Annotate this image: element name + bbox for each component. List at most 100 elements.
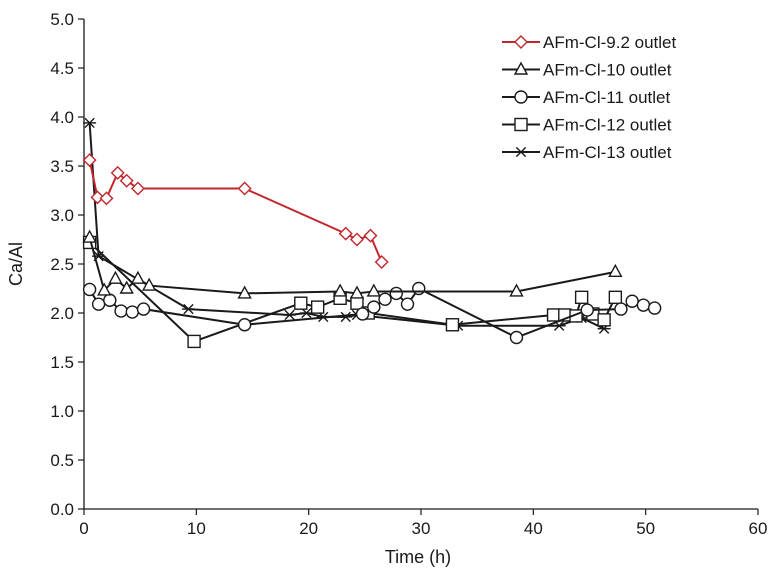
- data-point: [338, 226, 353, 241]
- legend-label: AFm-Cl-12 outlet: [543, 116, 672, 135]
- y-tick-label: 4.0: [50, 108, 74, 127]
- data-point: [119, 173, 134, 188]
- y-tick-label: 3.5: [50, 157, 74, 176]
- y-tick-label: 2.5: [50, 255, 74, 274]
- data-point: [237, 285, 252, 299]
- data-point: [332, 283, 348, 297]
- series-circle: [82, 281, 662, 345]
- data-point: [141, 277, 157, 291]
- data-point: [509, 283, 524, 297]
- data-point: [509, 330, 524, 345]
- series-line: [88, 237, 616, 295]
- data-point: [114, 304, 128, 318]
- y-tick-label: 3.0: [50, 206, 74, 225]
- x-axis-title: Time (h): [385, 547, 451, 567]
- data-point: [103, 293, 117, 307]
- legend-label: AFm-Cl-13 outlet: [543, 143, 672, 162]
- y-axis-title: Ca/Al: [6, 242, 26, 286]
- tick-labels: 0 10 20 30 40 50 60 0.0 0.5 1.0 1.5 2.0 2.5 3.0 3.5 4.0…: [50, 10, 767, 538]
- data-point: [82, 282, 97, 297]
- data-point: [310, 300, 325, 314]
- x-tick-label: 60: [749, 519, 768, 538]
- y-tick-label: 5.0: [50, 10, 74, 29]
- data-point: [349, 285, 365, 299]
- series-triangle: [82, 229, 623, 299]
- data-point: [366, 283, 381, 297]
- y-tick-label: 4.5: [50, 59, 74, 78]
- data-point: [363, 228, 378, 243]
- x-tick-label: 30: [412, 519, 431, 538]
- data-point: [283, 309, 297, 321]
- data-point: [445, 318, 460, 332]
- y-tick-label: 2.0: [50, 304, 74, 323]
- data-point: [378, 292, 392, 306]
- data-point: [614, 302, 628, 316]
- data-point: [349, 232, 364, 247]
- y-tick-label: 1.0: [50, 402, 74, 421]
- x-tick-label: 20: [299, 519, 318, 538]
- data-point: [108, 270, 123, 284]
- series-line: [88, 122, 605, 330]
- data-point: [125, 305, 140, 319]
- legend-label: AFm-Cl-10 outlet: [543, 61, 672, 80]
- legend-entry: AFm-Cl-11 outlet: [502, 88, 670, 107]
- data-point: [608, 290, 623, 305]
- legend-entry: AFm-Cl-10 outlet: [502, 61, 672, 80]
- x-tick-label: 50: [636, 519, 655, 538]
- data-point: [625, 294, 639, 308]
- legend-label: AFm-Cl-11 outlet: [543, 88, 670, 107]
- series-diamond: [82, 153, 389, 270]
- data-point: [136, 302, 151, 316]
- legend-entry: AFm-Cl-12 outlet: [502, 116, 672, 135]
- data-point: [83, 117, 97, 129]
- data-point: [181, 303, 195, 315]
- data-point: [82, 153, 97, 168]
- data-point: [294, 296, 308, 310]
- data-point: [647, 301, 662, 315]
- data-point: [237, 181, 252, 196]
- data-point: [90, 190, 105, 205]
- y-tick-label: 0.5: [50, 451, 74, 470]
- legend-marker: [514, 146, 528, 158]
- legend-marker: [513, 61, 529, 75]
- data-point: [412, 281, 426, 296]
- data-point: [389, 286, 403, 301]
- data-point: [237, 318, 252, 332]
- plot-area: [82, 117, 662, 349]
- data-point: [367, 300, 381, 314]
- data-point: [119, 280, 134, 294]
- data-point: [110, 165, 125, 180]
- legend-entry: AFm-Cl-13 outlet: [502, 143, 672, 162]
- data-point: [130, 181, 145, 196]
- legend-entry: AFm-Cl-9.2 outlet: [502, 33, 676, 52]
- data-point: [400, 297, 415, 311]
- data-point: [187, 334, 201, 349]
- legend-label: AFm-Cl-9.2 outlet: [543, 33, 676, 52]
- data-point: [374, 255, 389, 270]
- data-point: [608, 263, 623, 278]
- data-point: [580, 303, 594, 317]
- axis-ticks: [78, 18, 759, 515]
- data-point: [350, 296, 364, 310]
- data-point: [91, 297, 106, 311]
- legend: AFm-Cl-9.2 outlet AFm-Cl-10 outlet AFm-Cl-…: [502, 33, 676, 162]
- data-point: [97, 282, 112, 296]
- data-point: [636, 298, 651, 312]
- y-tick-label: 1.5: [50, 353, 74, 372]
- legend-marker: [514, 35, 528, 49]
- data-point: [99, 191, 114, 206]
- x-tick-label: 0: [79, 519, 88, 538]
- data-point: [82, 229, 97, 243]
- x-tick-label: 40: [524, 519, 543, 538]
- y-tick-label: 0.0: [50, 500, 74, 519]
- data-point: [574, 290, 589, 305]
- series-line: [88, 159, 383, 263]
- axes: [83, 19, 758, 510]
- data-point: [130, 270, 146, 284]
- legend-marker: [514, 90, 528, 104]
- legend-marker: [514, 117, 528, 132]
- data-point: [546, 308, 561, 322]
- data-point: [355, 307, 370, 321]
- data-point: [597, 313, 611, 327]
